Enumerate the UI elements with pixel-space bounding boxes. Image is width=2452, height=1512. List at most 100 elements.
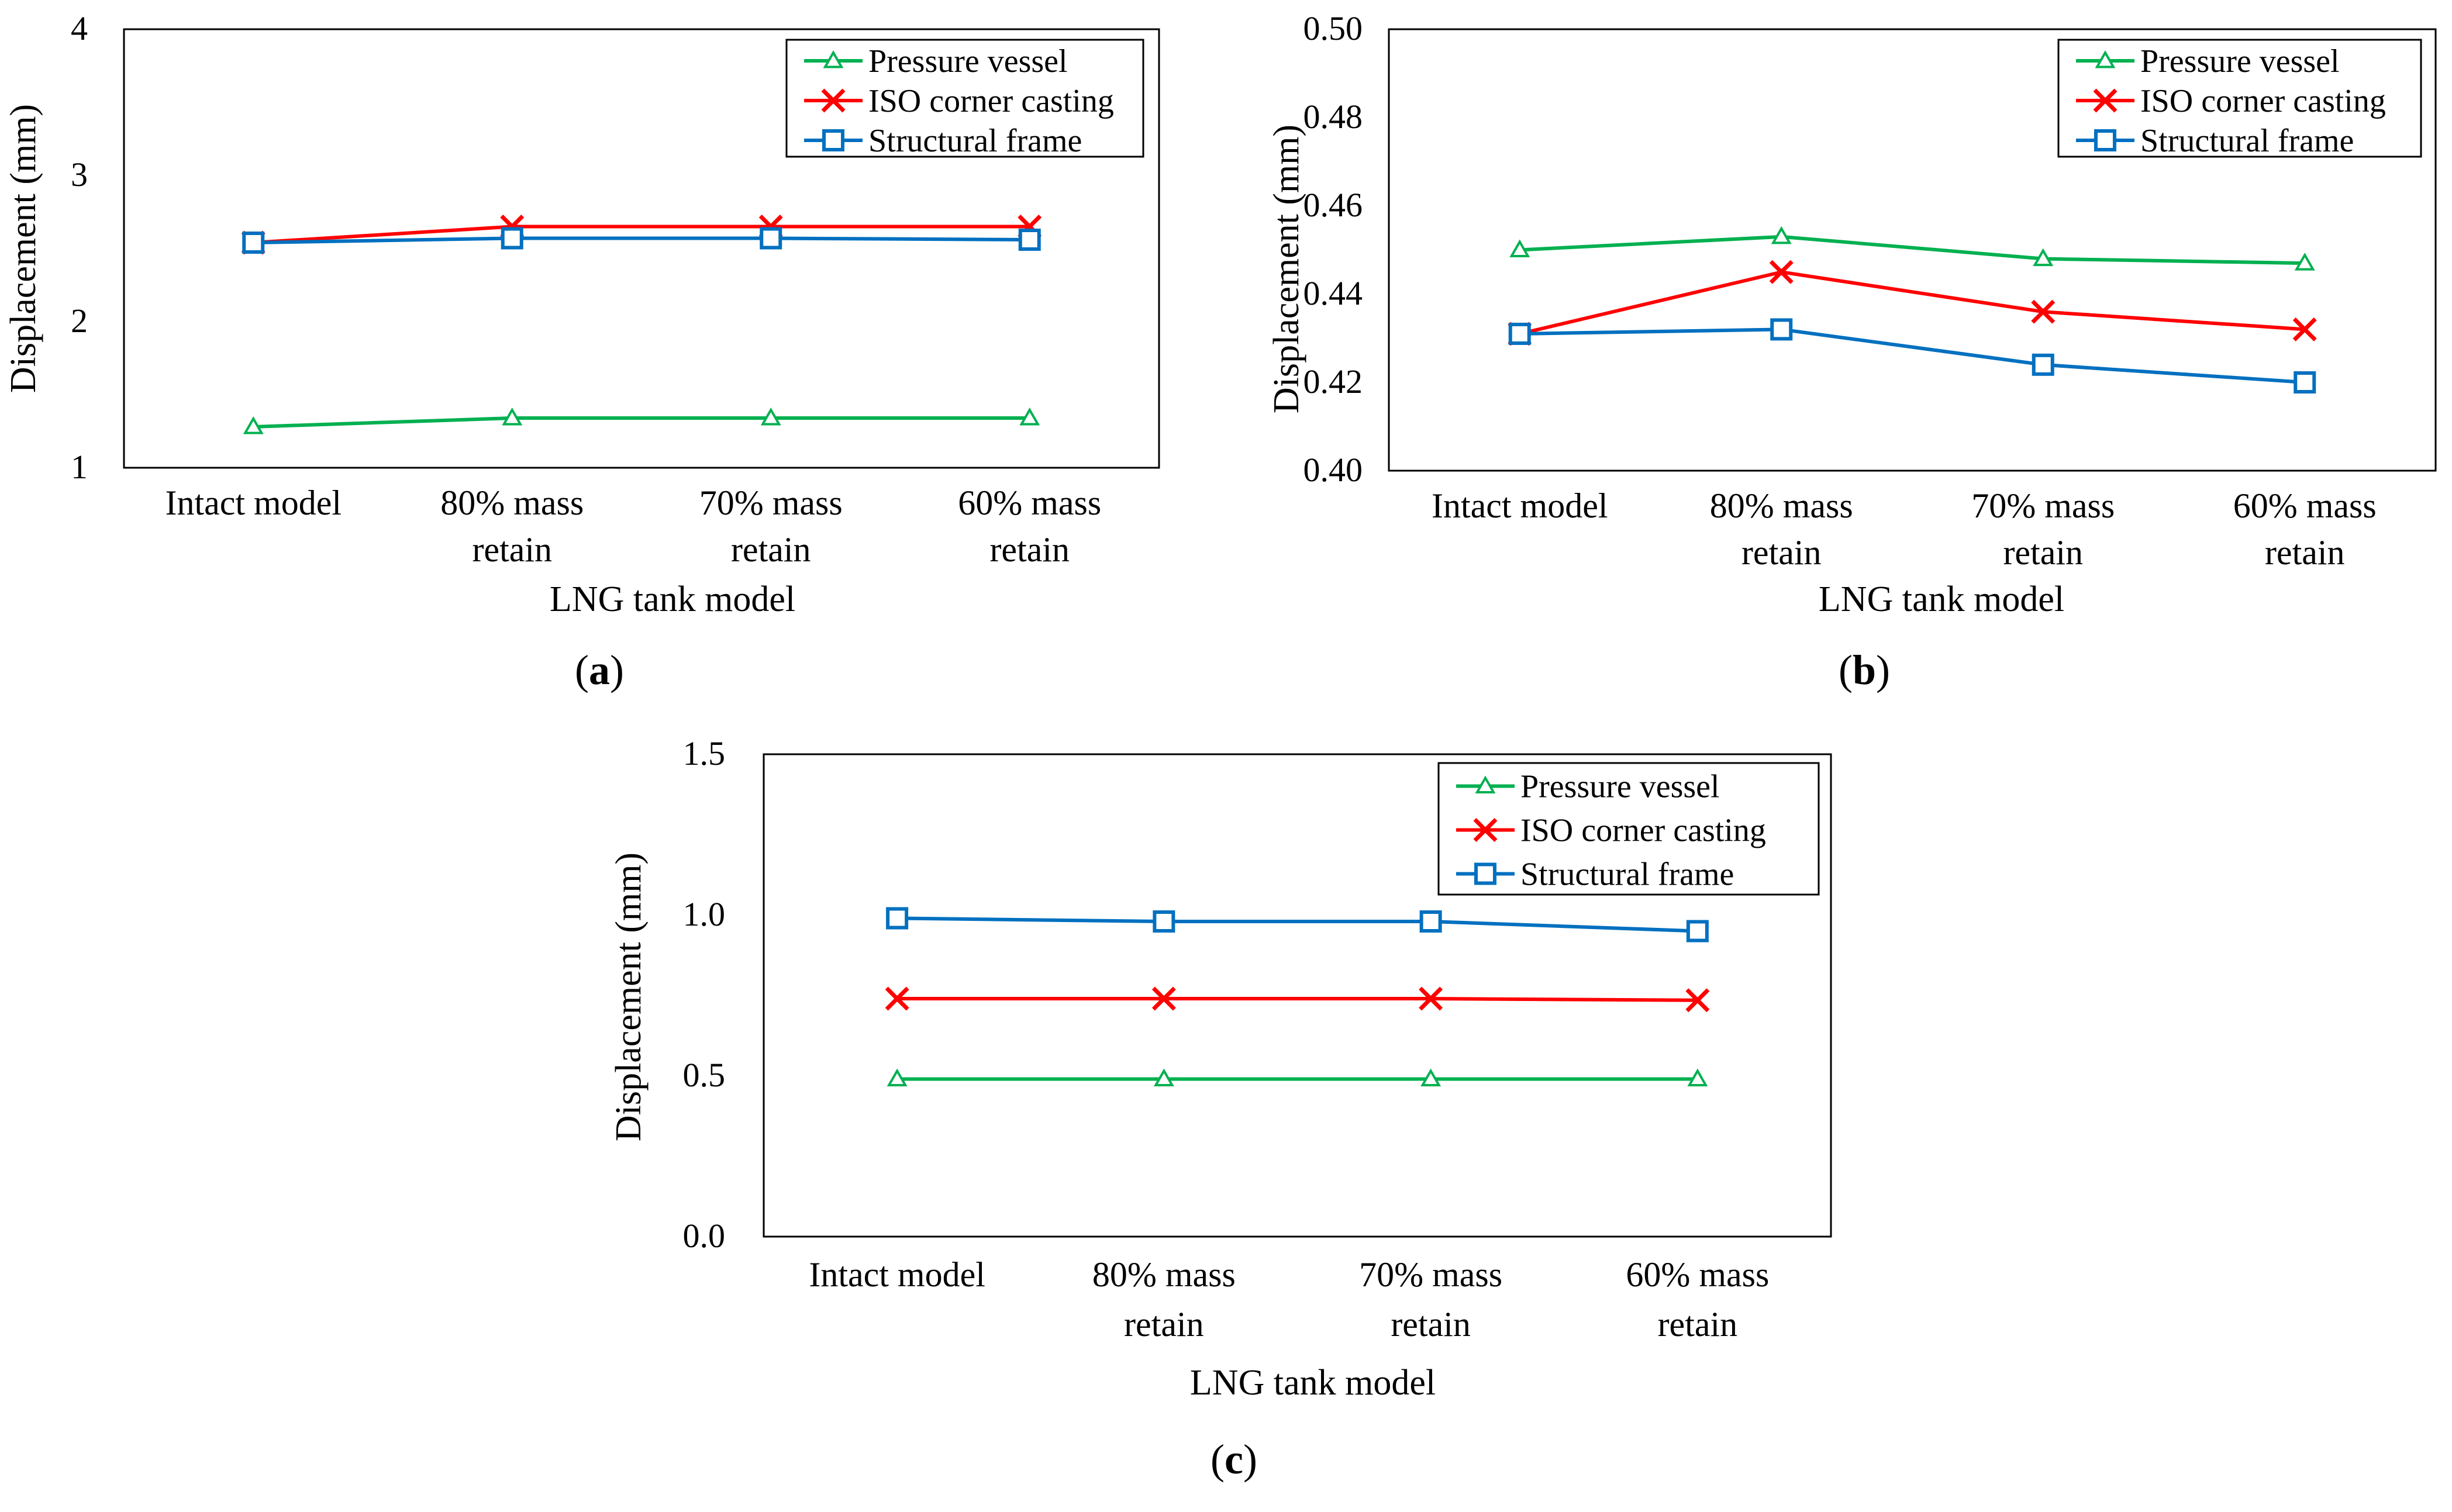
chart-c-category-line: 70% mass (1359, 1255, 1502, 1294)
chart-b-data-point (2294, 371, 2316, 393)
chart-c-data-point (1151, 986, 1176, 1011)
chart-a-category-line: retain (472, 530, 552, 569)
chart-a-x-axis-title: LNG tank model (550, 579, 795, 619)
chart-b-category-line: 60% mass (2233, 486, 2377, 525)
chart-b-legend-item: Structural frame (2076, 123, 2354, 159)
chart-c-category-line: 60% mass (1626, 1255, 1769, 1294)
chart-c-data-point (887, 1068, 908, 1086)
chart-c-legend-item: Pressure vessel (1456, 769, 1720, 805)
chart-a-series-triangle (243, 407, 1040, 434)
chart-c-panel-letter: c (1225, 1436, 1243, 1483)
chart-c-data-point (1420, 1068, 1441, 1086)
chart-a-legend-label: ISO corner casting (868, 83, 1114, 119)
chart-a-y-axis-title: Displacement (mm) (4, 104, 43, 393)
chart-b-data-point (1770, 318, 1793, 341)
chart-b-plot-area (1388, 28, 2437, 472)
chart-c-series-line (897, 997, 1698, 1002)
chart-a-category-line: 60% mass (958, 484, 1101, 522)
chart-b-ytick-label: 0.40 (1303, 451, 1363, 489)
chart-b-panel-letter: b (1853, 647, 1876, 693)
chart-c-ytick-label: 0.5 (683, 1056, 726, 1094)
chart-c-data-point (1686, 920, 1709, 943)
chart-a-ytick-label: 3 (71, 156, 88, 194)
chart-a-data-point (1018, 229, 1041, 251)
chart-a-panel-letter: a (589, 647, 610, 693)
chart-b-series-line (1519, 234, 2305, 265)
chart-b-category-line: retain (2265, 533, 2345, 572)
chart-a-category-label: Intact model (165, 484, 342, 522)
chart-a-data-point (242, 232, 265, 254)
chart-c-panel-paren-close: ) (1243, 1436, 1257, 1483)
chart-a-series-line (253, 416, 1030, 429)
chart-c-data-point (1153, 1068, 1174, 1086)
chart-c-data-point (886, 907, 909, 930)
chart-a-legend-item: Pressure vessel (804, 43, 1068, 80)
chart-a-data-point (1019, 407, 1040, 426)
chart-c-ytick-label: 1.0 (683, 895, 726, 933)
chart-b-series-square (1508, 318, 2316, 393)
chart-a-data-point (760, 227, 782, 250)
chart-a-legend-label: Pressure vessel (868, 43, 1068, 80)
chart-b-category-line: 80% mass (1710, 486, 1853, 525)
chart-b-legend-item: ISO corner casting (2076, 83, 2386, 119)
chart-a-plot-area (123, 28, 1160, 469)
chart-b-category-line: retain (1741, 533, 1822, 572)
chart-b-y-axis-title: Displacement (mm) (1267, 125, 1306, 413)
chart-b-category-label: 80% mass retain (1710, 486, 1853, 572)
chart-b-ytick-label: 0.48 (1303, 98, 1363, 136)
chart-b-data-point (1509, 239, 1530, 257)
chart-a-data-point (501, 227, 523, 250)
chart-b-legend-marker (2093, 88, 2118, 113)
chart-a-category-line: 70% mass (699, 484, 843, 522)
chart-c-series-triangle (887, 1068, 1708, 1086)
chart-a-legend-item: ISO corner casting (804, 83, 1114, 119)
chart-c-panel-paren-open: ( (1211, 1436, 1225, 1483)
chart-c-legend: Pressure vessel ISO corner casting Structu… (1437, 762, 1820, 896)
chart-c-data-point-stroke-2 (885, 986, 909, 1011)
chart-a-category-label: 70% mass retain (699, 484, 843, 569)
chart-b-category-label: Intact model (1432, 486, 1608, 525)
chart-b-data-point (2031, 299, 2056, 324)
chart-c-x-axis-title: LNG tank model (1190, 1363, 1436, 1403)
chart-a-series-line (253, 236, 1030, 244)
chart-c-y-axis-title: Displacement (mm) (609, 852, 649, 1141)
chart-c-data-point-stroke-2 (1419, 986, 1443, 1011)
chart-b-data-point (2033, 248, 2054, 267)
chart-b-x-axis-title: LNG tank model (1819, 579, 2064, 619)
chart-a-legend-marker (821, 88, 846, 113)
chart-c-data-point (885, 986, 909, 1011)
chart-b-data-point-stroke-2 (2292, 317, 2317, 341)
chart-c-category-line: retain (1658, 1305, 1738, 1344)
chart-a-ytick-label: 1 (71, 448, 88, 486)
chart-b-series-line (1519, 270, 2305, 336)
chart-b-data-point (1769, 260, 1794, 284)
chart-a-legend-item: Structural frame (804, 123, 1082, 159)
chart-a-legend-marker (822, 129, 844, 151)
chart-a-category-line: retain (731, 530, 811, 569)
chart-b-category-label: 60% mass retain (2233, 486, 2377, 572)
chart-c-series-line (897, 916, 1698, 933)
chart-b-ytick-label: 0.42 (1303, 363, 1363, 401)
chart-a-legend-marker-stroke-2 (821, 88, 846, 113)
chart-a-legend-marker (823, 50, 844, 68)
chart-a-category-label: 60% mass retain (958, 484, 1101, 569)
chart-b-data-point (1508, 322, 1531, 345)
chart-c-data-point (1687, 1068, 1708, 1086)
chart-b-panel-label: (b) (1839, 647, 1890, 693)
chart-c-ytick-label: 0.0 (683, 1217, 726, 1255)
chart-a-category-line: Intact model (165, 484, 342, 522)
chart-a-panel-label: (a) (575, 647, 624, 693)
chart-b-category-line: 70% mass (1971, 486, 2115, 525)
chart-b-legend-item: Pressure vessel (2076, 43, 2340, 80)
chart-b: 0.40 0.42 0.44 0.46 0.48 0.50 Intact model 80% … (1267, 9, 2437, 693)
chart-c-legend-marker (1475, 775, 1496, 793)
chart-b-data-point (2294, 253, 2315, 271)
chart-b-data-point-stroke-2 (1769, 260, 1794, 284)
chart-c-category-label: 80% mass retain (1092, 1255, 1236, 1344)
chart-c-legend-label: ISO corner casting (1520, 813, 1766, 849)
chart-b-legend-marker (2094, 129, 2116, 151)
chart-c-data-point (1153, 910, 1175, 933)
chart-a-panel-paren-close: ) (610, 647, 624, 693)
